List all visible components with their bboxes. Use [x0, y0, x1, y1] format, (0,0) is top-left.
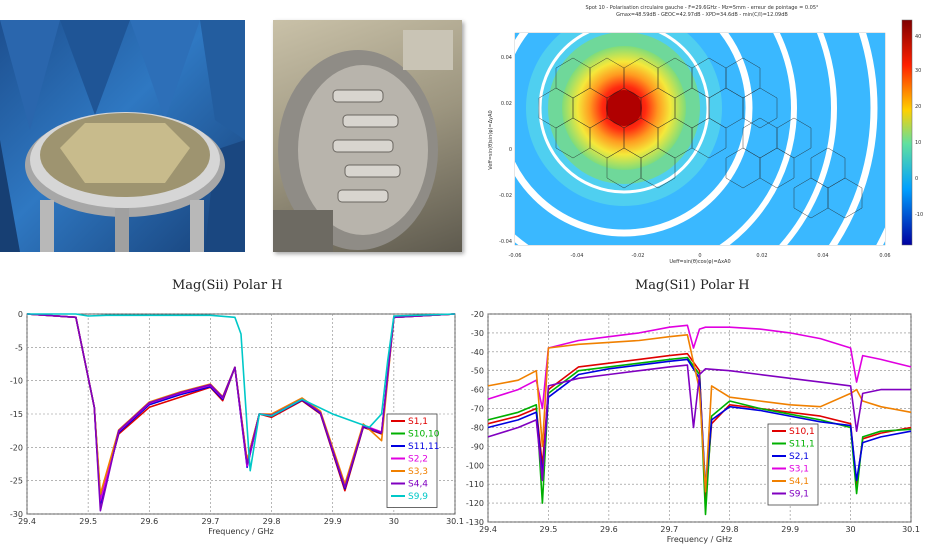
y-tick-label: -25 — [10, 477, 23, 486]
y-tick-label: -20 — [471, 310, 484, 319]
x-tick-label: 29.9 — [324, 517, 342, 526]
series-line-S4-1 — [487, 333, 912, 493]
x-tick-label: 29.9 — [781, 525, 799, 534]
antenna-array-illustration — [0, 20, 245, 252]
series-line-S3-1 — [487, 324, 912, 410]
contour-x-tick: 0.06 — [879, 253, 890, 259]
contour-title: Spot 10 - Polarisation circulaire gauche… — [585, 5, 819, 11]
legend-entry: S1,1 — [408, 417, 428, 427]
legend-box — [767, 423, 819, 506]
legend-entry: S2,1 — [789, 452, 809, 462]
legend-entry: S3,3 — [408, 467, 428, 477]
x-tick-label: 30.1 — [902, 525, 920, 534]
legend-entry: S10,10 — [408, 430, 440, 440]
contour-x-tick: -0.06 — [509, 253, 522, 259]
colorbar-tick: -10 — [915, 212, 923, 218]
contour-x-tick: 0.02 — [756, 253, 767, 259]
contour-subtitle: Gmax=48.59dB - GEOC=42.97dB - XPD=34.6dB… — [616, 12, 788, 18]
colorbar-tick: 20 — [915, 104, 921, 110]
contour-y-label: Veff=sin(θ)sin(φ)=ΔyA0 — [488, 110, 494, 169]
contour-x-tick: -0.02 — [632, 253, 645, 259]
y-tick-label: -80 — [471, 423, 484, 432]
x-tick-label: 29.8 — [721, 525, 739, 534]
legend-entry: S9,1 — [789, 490, 809, 500]
y-tick-label: -60 — [471, 386, 484, 395]
legend-entry: S2,2 — [408, 455, 428, 465]
contour-y-tick: -0.02 — [499, 193, 512, 199]
y-tick-label: -10 — [10, 377, 23, 386]
x-tick-label: 29.7 — [202, 517, 220, 526]
colorbar-tick: 0 — [915, 176, 918, 182]
contour-y-tick: 0.04 — [501, 55, 512, 61]
contour-x-ticks: -0.06 -0.04 -0.02 0 0.02 0.04 0.06 — [509, 253, 891, 259]
contour-x-label: Ueff=sin(θ)cos(φ)=ΔxA0 — [669, 259, 730, 265]
x-tick-label: 29.5 — [540, 525, 558, 534]
coupling-chart: 29.4 29.5 29.6 29.7 29.8 29.9 30 30.1 -20 -30 -40 -… — [466, 310, 920, 544]
x-tick-label: 30 — [845, 525, 855, 534]
y-tick-label: -100 — [466, 461, 484, 470]
x-tick-label: 29.4 — [18, 517, 36, 526]
y-tick-label: -50 — [471, 367, 484, 376]
colorbar-tick: 40 — [915, 34, 921, 40]
x-tick-label: 30.1 — [446, 517, 464, 526]
legend-entry: S4,1 — [789, 477, 809, 487]
legend: S1,1 S10,10 S11,11 S2,2 S3,3 S4,4 S9,9 — [386, 413, 440, 508]
legend-entry: S10,1 — [789, 427, 815, 437]
left-chart-caption: Mag(Sii) Polar H — [172, 278, 283, 293]
y-tick-label: -30 — [471, 329, 484, 338]
connector-assembly-illustration — [273, 30, 453, 252]
contour-plot: Spot 10 - Polarisation circulaire gauche… — [488, 5, 923, 265]
contour-rings — [515, 33, 885, 245]
legend-entry: S3,1 — [789, 465, 809, 475]
y-tick-label: 0 — [18, 310, 23, 319]
x-tick-label: 29.6 — [140, 517, 158, 526]
contour-plot-panel: Spot 10 - Polarisation circulaire gauche… — [482, 0, 929, 265]
y-tick-label: -5 — [15, 343, 23, 352]
y-tick-label: -110 — [466, 480, 484, 489]
colorbar-tick: 30 — [915, 68, 921, 74]
y-tick-label: -70 — [471, 405, 484, 414]
y-tick-label: -130 — [466, 518, 484, 527]
contour-x-tick: 0.04 — [817, 253, 828, 259]
legend: S10,1 S11,1 S2,1 S3,1 S4,1 S9,1 — [767, 423, 819, 506]
contour-y-tick: 0 — [509, 147, 512, 153]
legend-entry: S11,1 — [789, 440, 815, 450]
connector-assembly-photo — [273, 20, 462, 252]
y-tick-label: -20 — [10, 443, 23, 452]
series-line-S9-1 — [487, 364, 911, 482]
contour-x-tick: 0 — [698, 253, 701, 259]
x-tick-label: 29.4 — [479, 525, 497, 534]
y-tick-label: -90 — [471, 442, 484, 451]
colorbar-tick: 10 — [915, 140, 921, 146]
reflection-chart: 29.4 29.5 29.6 29.7 29.8 29.9 30 30.1 0 -5 -10 -15 -… — [10, 310, 464, 536]
colorbar-ticks: 40 30 20 10 0 -10 — [915, 34, 923, 218]
x-tick-label: 29.8 — [263, 517, 281, 526]
y-tick-label: -120 — [466, 499, 484, 508]
colorbar — [901, 19, 913, 246]
legend-entry: S11,11 — [408, 442, 439, 452]
contour-x-tick: -0.04 — [571, 253, 584, 259]
legend-entry: S9,9 — [408, 492, 428, 502]
y-tick-label: -40 — [471, 348, 484, 357]
antenna-array-photo — [0, 20, 245, 252]
y-tick-label: -15 — [10, 410, 23, 419]
contour-y-ticks: 0.04 0.02 0 -0.02 -0.04 — [499, 55, 512, 245]
x-tick-label: 30 — [389, 517, 399, 526]
legend-entry: S4,4 — [408, 480, 428, 490]
plot-area — [487, 313, 912, 523]
series-line-S9-9 — [27, 313, 456, 472]
x-tick-label: 29.7 — [660, 525, 678, 534]
contour-y-tick: -0.04 — [499, 239, 512, 245]
y-tick-label: -30 — [10, 510, 23, 519]
right-chart-caption: Mag(Si1) Polar H — [635, 278, 750, 293]
contour-y-tick: 0.02 — [501, 101, 512, 107]
series-line-S4-4 — [26, 313, 456, 512]
x-axis-label: Frequency / GHz — [208, 527, 274, 536]
x-tick-label: 29.5 — [79, 517, 97, 526]
x-tick-label: 29.6 — [600, 525, 618, 534]
x-axis-label: Frequency / GHz — [667, 535, 733, 544]
legend-box — [386, 413, 438, 508]
